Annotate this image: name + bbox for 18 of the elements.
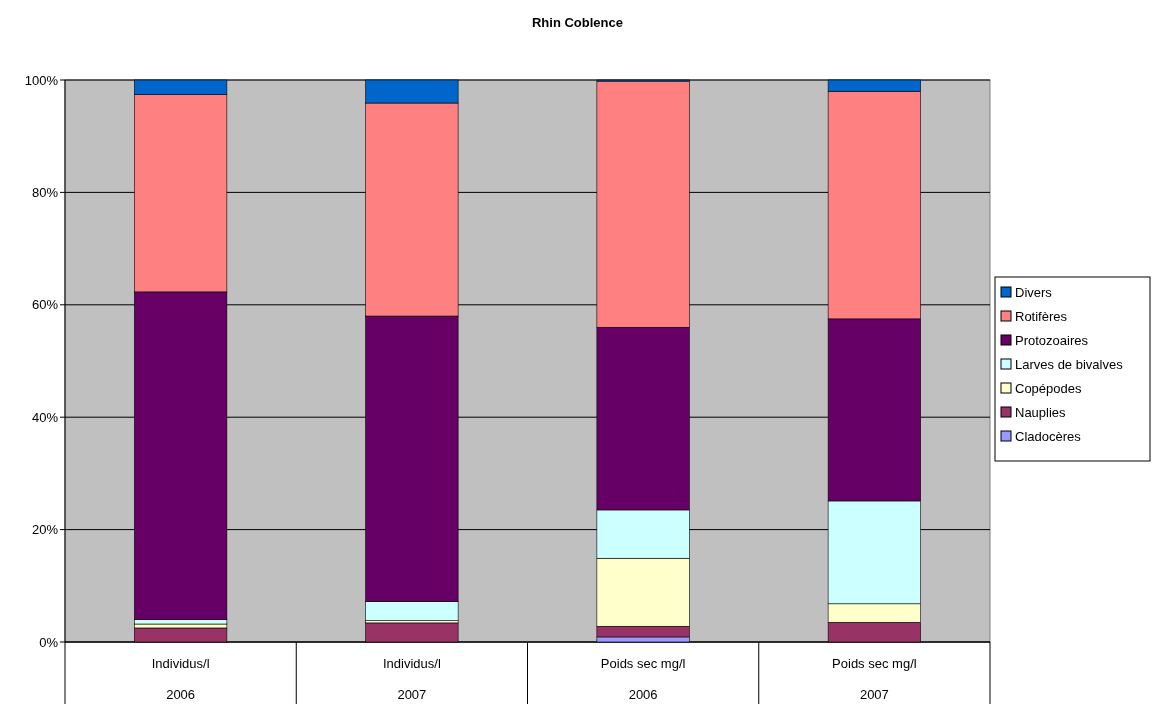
category-label: Individus/l 2006 bbox=[151, 656, 210, 702]
y-tick-label: 40% bbox=[31, 409, 59, 425]
legend-label: Rotifères bbox=[1015, 308, 1068, 324]
legend-label: Copépodes bbox=[1015, 380, 1082, 396]
legend-label: Cladocères bbox=[1015, 428, 1082, 444]
y-tick-label: 60% bbox=[31, 297, 59, 313]
legend-label: Nauplies bbox=[1015, 404, 1067, 420]
y-tick-label: 100% bbox=[24, 72, 59, 88]
category-label: Individus/l 2007 bbox=[382, 656, 441, 702]
y-tick-label: 0% bbox=[39, 634, 59, 650]
legend-label: Protozoaires bbox=[1015, 332, 1089, 348]
category-label: Poids sec mg/l 2006 bbox=[600, 656, 686, 702]
category-label: Poids sec mg/l 2007 bbox=[832, 656, 917, 702]
y-tick-label: 20% bbox=[31, 522, 59, 538]
legend-label: Larves de bivalves bbox=[1015, 356, 1124, 372]
y-tick-label: 80% bbox=[31, 184, 59, 200]
legend-label: Divers bbox=[1015, 284, 1053, 300]
chart-title: Rhin Coblence bbox=[531, 15, 624, 30]
